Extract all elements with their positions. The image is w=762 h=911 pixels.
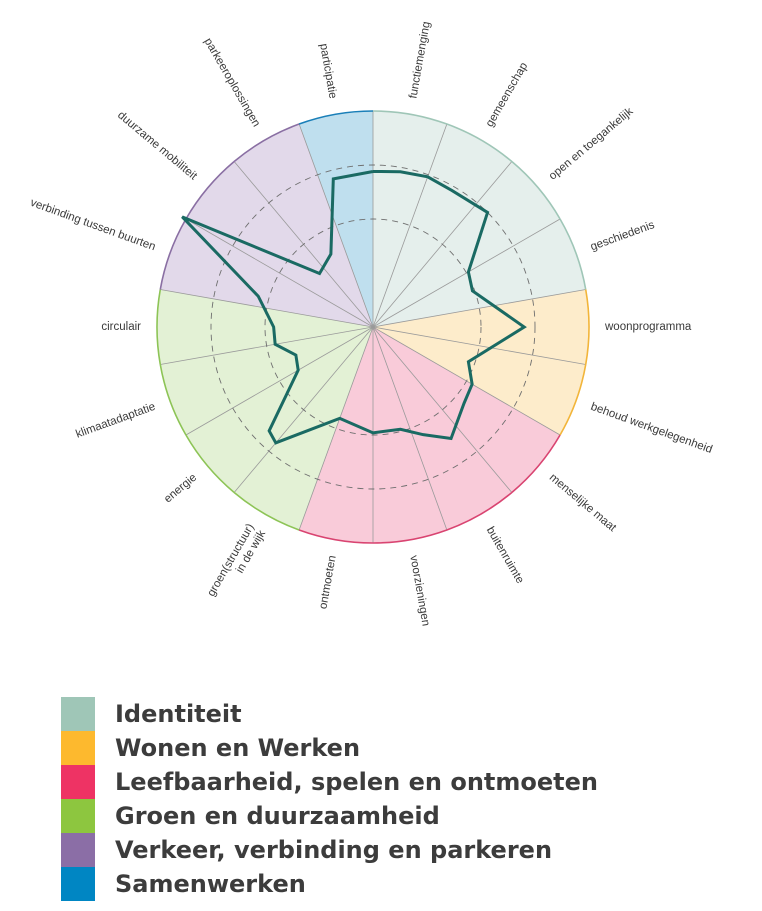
radar-sector: [156, 289, 373, 365]
legend-swatch: [61, 731, 95, 765]
legend-item-leefbaarheid: Leefbaarheid, spelen en ontmoeten: [61, 765, 598, 799]
radar-sector: [373, 219, 586, 327]
legend: Identiteit Wonen en Werken Leefbaarheid,…: [61, 697, 598, 901]
axis-label: gemeenschap: [484, 61, 531, 130]
legend-label: Leefbaarheid, spelen en ontmoeten: [115, 768, 598, 796]
legend-item-verkeer: Verkeer, verbinding en parkeren: [61, 833, 598, 867]
radar-spoke: [298, 123, 374, 328]
radar-chart: functiemenging gemeenschap open en toegank…: [29, 21, 714, 627]
radar-rim-arc: [159, 218, 187, 290]
radar-rim-arc: [159, 364, 187, 436]
radar-rim-arc: [446, 491, 513, 531]
radar-sector: [160, 327, 373, 435]
axis-label: menselijke maat: [547, 472, 619, 535]
radar-sector: [234, 124, 373, 327]
radar-rim-arc: [372, 110, 448, 125]
radar-sector: [373, 327, 447, 543]
legend-label: Groen en duurzaamheid: [115, 802, 440, 830]
radar-sector: [234, 327, 373, 530]
radar-rim-arc: [446, 123, 513, 163]
radar-rim-arc: [233, 491, 300, 531]
axis-label: groen(structuur)in de wijk: [205, 522, 268, 606]
legend-swatch: [61, 799, 95, 833]
axis-label: klimaatadaptatie: [74, 401, 157, 441]
axis-label: parkeeroplossingen: [202, 36, 263, 129]
radar-sector: [373, 327, 586, 435]
legend-swatch: [61, 697, 95, 731]
radar-sector: [373, 327, 561, 493]
radar-gridline: [210, 164, 536, 490]
axis-label: functiemenging: [407, 21, 432, 100]
legend-label: Identiteit: [115, 700, 242, 728]
radar-rim-arc: [511, 160, 561, 220]
axis-label: participatie: [317, 43, 338, 100]
legend-swatch: [61, 765, 95, 799]
legend-swatch: [61, 833, 95, 867]
radar-rim-arc: [584, 289, 590, 365]
radar-spoke: [372, 326, 586, 365]
radar-rim-arc: [559, 218, 587, 290]
radar-spoke: [298, 326, 374, 531]
radar-sector: [299, 111, 373, 327]
radar-rim-arc: [233, 123, 300, 163]
axis-label: woonprogramma: [604, 321, 692, 333]
radar-sectors: [156, 111, 590, 543]
legend-item-identiteit: Identiteit: [61, 697, 598, 731]
radar-gridlines: [210, 164, 536, 490]
legend-item-groen-en-duurzaamheid: Groen en duurzaamheid: [61, 799, 598, 833]
radar-rim: [156, 110, 590, 544]
radar-rim-arc: [559, 364, 587, 436]
radar-rim-arc: [156, 289, 162, 365]
radar-spoke: [185, 218, 374, 328]
axis-label: circulair: [101, 321, 141, 333]
legend-label: Samenwerken: [115, 870, 306, 898]
axis-label: buitenruimte: [484, 525, 526, 586]
legend-label: Verkeer, verbinding en parkeren: [115, 836, 553, 864]
radar-sector: [373, 124, 512, 327]
radar-spoke: [185, 326, 374, 436]
axis-label: verbinding tussen buurten: [29, 197, 157, 254]
radar-rim-arc: [185, 160, 235, 220]
axis-label: ontmoeten: [317, 554, 338, 610]
radar-series: [181, 169, 527, 445]
axis-label: open en toegankelijk: [547, 105, 636, 182]
radar-gridline: [264, 218, 482, 436]
radar-series-line: [181, 169, 527, 445]
radar-sector: [373, 161, 561, 327]
axis-label: behoud werkgelegenheid: [589, 401, 714, 456]
radar-sector: [160, 219, 373, 327]
radar-spoke: [372, 326, 513, 493]
legend-item-wonen-en-werken: Wonen en Werken: [61, 731, 598, 765]
legend-item-samenwerken: Samenwerken: [61, 867, 598, 901]
radar-spoke: [372, 123, 448, 328]
axis-label: voorzieningen: [407, 554, 431, 627]
radar-sector: [299, 327, 373, 543]
radar-rim-arc: [185, 434, 235, 494]
radar-sector: [185, 161, 373, 327]
legend-label: Wonen en Werken: [115, 734, 361, 762]
radar-spoke: [372, 326, 448, 531]
radar-rim-arc: [298, 529, 374, 544]
radar-rim-arc: [511, 434, 561, 494]
axis-label: energie: [162, 472, 199, 506]
axis-label: geschiedenis: [589, 219, 656, 253]
radar-spoke: [372, 289, 586, 328]
radar-sector: [373, 111, 447, 327]
legend-swatch: [61, 867, 95, 901]
axis-label: duurzame mobiliteit: [115, 109, 200, 183]
radar-sector: [373, 327, 512, 530]
radar-rim-arc: [372, 529, 448, 544]
radar-rim-arc: [298, 110, 374, 125]
